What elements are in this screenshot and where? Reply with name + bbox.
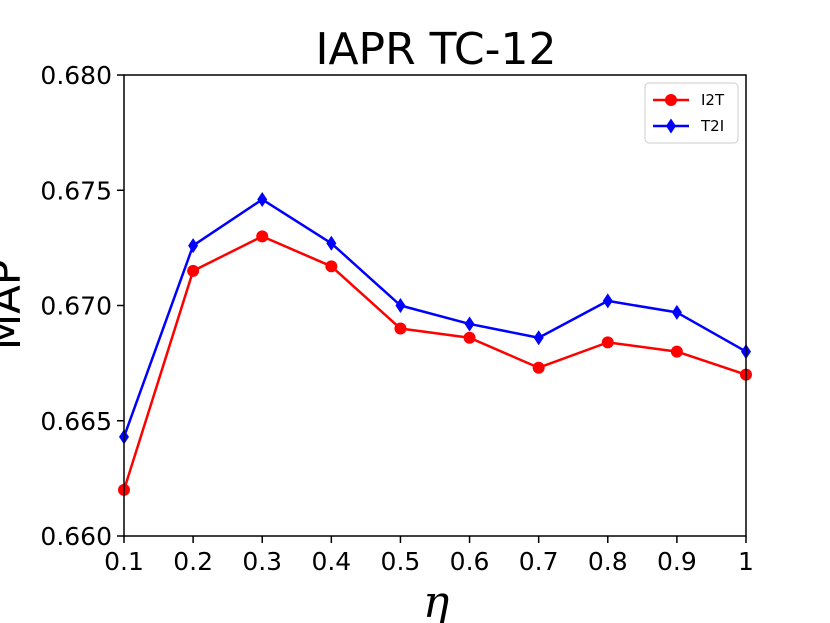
- data-point-t2i: [257, 191, 268, 207]
- x-tick-label: 0.8: [588, 547, 628, 576]
- x-tick-label: 0.1: [104, 547, 144, 576]
- x-tick-label: 0.5: [381, 547, 421, 576]
- data-point-t2i: [671, 304, 682, 320]
- data-point-t2i: [326, 235, 337, 251]
- x-tick-label: 0.7: [519, 547, 559, 576]
- data-point-i2t: [601, 336, 614, 349]
- y-tick-label: 0.670: [40, 292, 112, 321]
- legend-marker-i2t: [665, 94, 677, 106]
- data-point-t2i: [464, 316, 475, 332]
- data-point-i2t: [325, 260, 338, 273]
- y-tick-label: 0.660: [40, 522, 112, 551]
- legend-label-t2i: T2I: [700, 117, 724, 135]
- data-point-i2t: [394, 322, 407, 335]
- data-point-t2i: [188, 238, 199, 254]
- plot-area: [118, 191, 752, 496]
- y-tick-label: 0.675: [40, 176, 112, 205]
- series-line-t2i: [122, 198, 747, 438]
- data-point-i2t: [187, 264, 200, 277]
- x-tick-label: 0.6: [450, 547, 490, 576]
- x-tick-label: 0.9: [657, 547, 697, 576]
- y-tick-label: 0.680: [40, 61, 112, 90]
- axes-frame: [123, 74, 747, 537]
- data-point-i2t: [670, 345, 683, 358]
- y-axis-label: MAP: [0, 260, 30, 350]
- data-point-i2t: [256, 230, 269, 243]
- x-tick-label: 0.4: [311, 547, 351, 576]
- x-axis-label: η: [423, 577, 449, 623]
- legend-marker-t2i: [666, 118, 676, 134]
- axis-ticks: 0.1 0.2 0.3 0.4 0.5 0.6 0.7 0.8 0.9 1 0.660 0.665 0.…: [40, 61, 754, 576]
- data-point-t2i: [395, 298, 406, 313]
- data-point-t2i: [602, 293, 613, 309]
- legend-label-i2t: I2T: [701, 91, 725, 109]
- data-point-i2t: [532, 361, 545, 374]
- chart-title: IAPR TC-12: [315, 24, 556, 75]
- x-tick-label: 1: [738, 547, 754, 576]
- y-tick-label: 0.665: [40, 407, 112, 436]
- x-tick-label: 0.2: [173, 547, 213, 576]
- series-line-i2t: [122, 235, 747, 491]
- data-point-i2t: [463, 331, 476, 344]
- data-point-t2i: [533, 330, 544, 346]
- x-tick-label: 0.3: [242, 547, 282, 576]
